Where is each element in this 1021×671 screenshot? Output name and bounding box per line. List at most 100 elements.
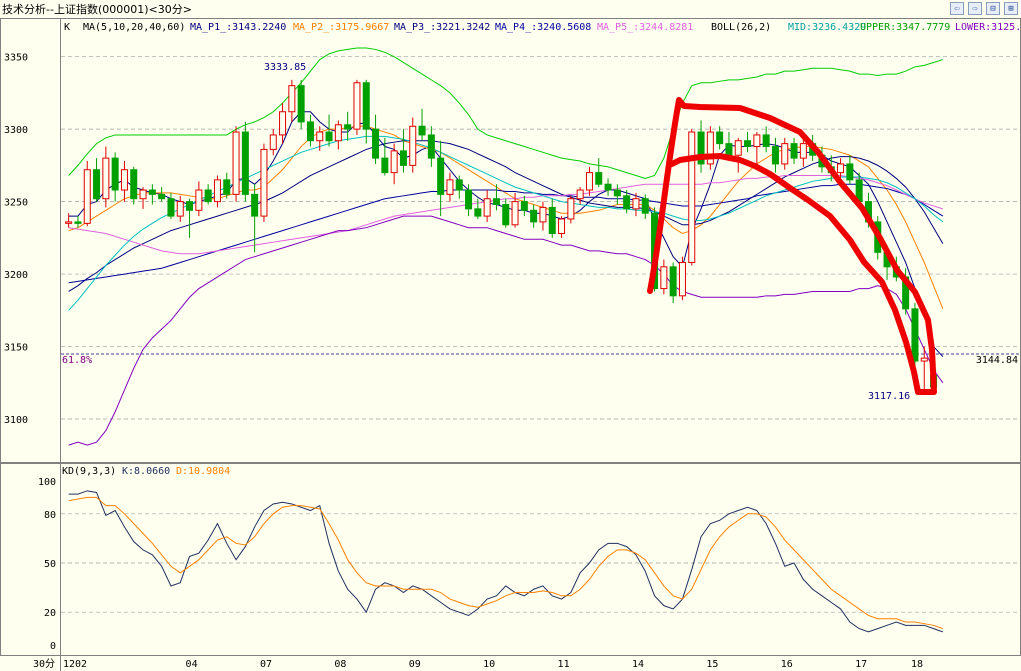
candle bbox=[139, 187, 147, 209]
candle-body bbox=[846, 163, 854, 181]
candle bbox=[660, 259, 668, 295]
candle-body bbox=[455, 179, 463, 191]
candle-body bbox=[334, 124, 342, 142]
candle-body bbox=[716, 131, 724, 145]
x-axis-label: 11 bbox=[558, 659, 570, 670]
candle bbox=[771, 137, 779, 173]
candle-body bbox=[576, 189, 584, 200]
candle bbox=[204, 184, 212, 205]
candle bbox=[334, 120, 342, 150]
candle-body bbox=[427, 134, 435, 159]
fib-label: 61.8% bbox=[62, 355, 92, 366]
candle bbox=[492, 184, 500, 211]
expand-icon[interactable]: ⊞ bbox=[1004, 2, 1018, 15]
candle bbox=[74, 216, 82, 228]
kd-grid bbox=[61, 513, 1020, 613]
candle-body bbox=[837, 163, 845, 174]
candle bbox=[762, 126, 770, 153]
candle bbox=[706, 126, 714, 170]
candle bbox=[390, 143, 398, 185]
legend-lower: LOWER:3125. bbox=[955, 22, 1021, 33]
x-axis-label: 15 bbox=[706, 659, 718, 670]
kd-axis: 0 20 50 80 100 bbox=[38, 477, 56, 652]
candle-body bbox=[120, 169, 128, 191]
legend-upper: UPPER:3347.7779 bbox=[860, 22, 950, 33]
candle-body bbox=[251, 193, 259, 217]
candle bbox=[502, 198, 510, 228]
kd-header: KD(9,3,3) bbox=[62, 466, 116, 477]
candle-body bbox=[502, 204, 510, 226]
kd-d-value: D:10.9804 bbox=[176, 466, 230, 477]
candle bbox=[474, 198, 482, 220]
candle bbox=[846, 155, 854, 185]
candle bbox=[530, 204, 538, 228]
candle bbox=[148, 184, 156, 205]
price-axis: 3100 3150 3200 3250 3300 3350 bbox=[4, 53, 28, 426]
candle bbox=[427, 126, 435, 167]
candle bbox=[744, 132, 752, 153]
candle bbox=[418, 108, 426, 141]
legend-ma2: MA_P2_:3175.9667 bbox=[293, 22, 389, 33]
candle bbox=[65, 213, 73, 228]
candle bbox=[167, 192, 175, 220]
hand-drawn-annotation bbox=[647, 97, 937, 395]
candle-body bbox=[269, 134, 277, 150]
x-axis: 30分 1202 04 07 08 09 10 11 14 15 16 17 18 bbox=[33, 658, 923, 670]
candle-body bbox=[390, 150, 398, 174]
candle-body bbox=[613, 189, 621, 197]
legend-ma4: MA_P4_:3240.5608 bbox=[495, 22, 591, 33]
candle bbox=[697, 120, 705, 173]
series-line-upper bbox=[68, 47, 943, 179]
candle bbox=[260, 143, 268, 222]
candle-body bbox=[706, 131, 714, 165]
candle bbox=[213, 175, 221, 208]
nav-right-icon[interactable]: ⇨ bbox=[968, 2, 982, 15]
candle-body bbox=[678, 261, 686, 297]
candle-body bbox=[223, 179, 231, 195]
collapse-icon[interactable]: ⊟ bbox=[986, 2, 1000, 15]
price-tick-label: 3150 bbox=[4, 343, 28, 354]
candle-body bbox=[530, 209, 538, 223]
candle bbox=[585, 166, 593, 196]
candle-body bbox=[799, 143, 807, 159]
candle bbox=[93, 158, 101, 202]
candle-body bbox=[362, 82, 370, 130]
candle-body bbox=[241, 131, 249, 195]
candle bbox=[297, 79, 305, 130]
candle bbox=[483, 190, 491, 222]
candle-body bbox=[744, 140, 752, 148]
candle-body bbox=[911, 308, 919, 362]
candle-body bbox=[781, 143, 789, 165]
candle bbox=[399, 129, 407, 173]
candle bbox=[613, 184, 621, 205]
x-axis-label: 09 bbox=[409, 659, 421, 670]
candle bbox=[641, 194, 649, 220]
candle-body bbox=[83, 169, 91, 224]
candle bbox=[353, 79, 361, 135]
candle bbox=[781, 137, 789, 170]
candle-body bbox=[186, 201, 194, 211]
candle bbox=[799, 137, 807, 167]
candle bbox=[437, 140, 445, 217]
series-line-d bbox=[68, 496, 944, 630]
candle-body bbox=[232, 131, 240, 195]
x-axis-label: 08 bbox=[334, 659, 346, 670]
candle-body bbox=[920, 357, 928, 362]
candle bbox=[716, 126, 724, 150]
candle bbox=[223, 172, 231, 199]
candle-body bbox=[260, 148, 268, 217]
candle bbox=[604, 178, 612, 196]
x-axis-label: 17 bbox=[855, 659, 867, 670]
candle-body bbox=[446, 179, 454, 195]
nav-left-icon[interactable]: ⇦ bbox=[950, 2, 964, 15]
candle bbox=[120, 161, 128, 202]
candle-body bbox=[595, 172, 603, 185]
price-tick-label: 3200 bbox=[4, 270, 28, 281]
price-tick-label: 3300 bbox=[4, 125, 28, 136]
candle-body bbox=[297, 85, 305, 123]
low-price-label: 3117.16 bbox=[868, 391, 910, 402]
candle bbox=[362, 79, 370, 144]
candle bbox=[455, 175, 463, 199]
candle bbox=[251, 184, 259, 253]
